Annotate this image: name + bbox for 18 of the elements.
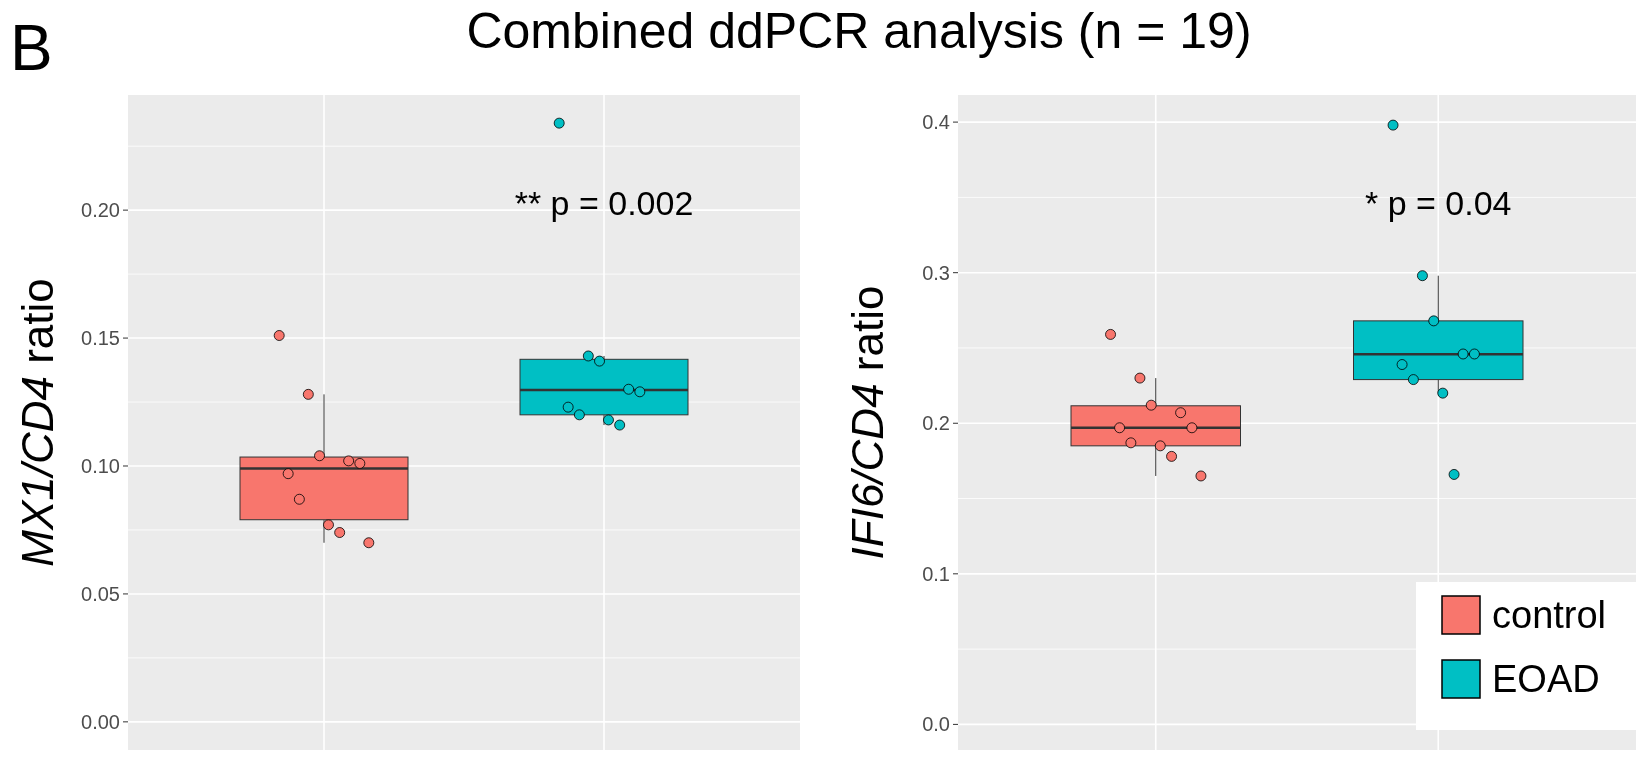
y-tick-label: 0.00 (81, 710, 120, 733)
y-axis-title: MX1/CD4 ratio (13, 278, 62, 567)
legend-label: EOAD (1492, 658, 1600, 701)
y-axis-title: IFI6/CD4 ratio (843, 285, 892, 560)
y-tick-label: 0.0 (922, 713, 950, 736)
y-tick-label: 0.20 (81, 199, 120, 222)
y-tick-label: 0.1 (922, 562, 950, 585)
legend-label: control (1492, 594, 1607, 637)
y-tick-label: 0.15 (81, 327, 120, 350)
y-tick-label: 0.2 (922, 412, 950, 435)
text: B (10, 12, 53, 84)
y-tick-label: 0.10 (81, 455, 120, 477)
chart-title: Combined ddPCR analysis (n = 19) (466, 3, 1252, 59)
annotation: * p = 0.04 (1364, 184, 1512, 222)
annotation: ** p = 0.002 (514, 184, 694, 222)
y-tick-label: 0.05 (81, 582, 120, 605)
y-tick-label: 0.4 (922, 111, 950, 134)
y-tick-label: 0.3 (922, 261, 950, 284)
